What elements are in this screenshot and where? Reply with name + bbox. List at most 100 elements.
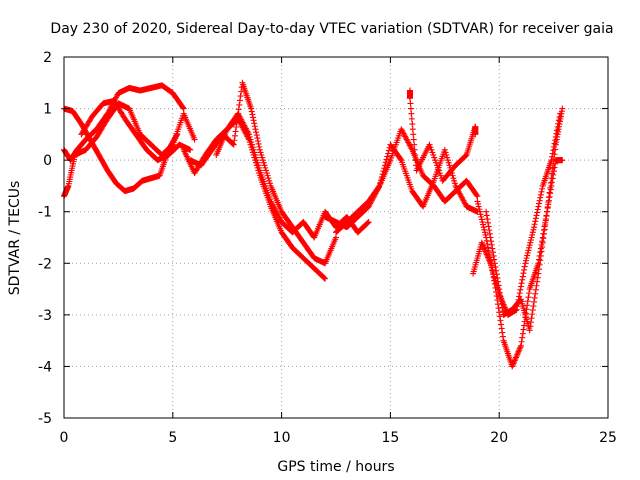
y-axis-label: SDTVAR / TECUs <box>7 181 23 296</box>
data-point <box>497 317 504 324</box>
data-point <box>499 333 506 340</box>
data-point <box>248 108 255 115</box>
data-point <box>473 192 480 199</box>
y-tick-label: -5 <box>38 411 52 427</box>
data-point <box>532 290 539 297</box>
data-point <box>384 153 391 160</box>
data-point <box>527 239 534 246</box>
data-point <box>492 284 499 291</box>
data-point <box>253 129 260 136</box>
data-point <box>258 151 265 158</box>
data-point <box>256 146 263 153</box>
data-point <box>489 249 496 256</box>
data-point <box>249 141 256 148</box>
data-point <box>431 154 438 161</box>
data-point <box>482 231 489 238</box>
data-point <box>544 205 551 212</box>
data-point <box>528 315 535 322</box>
data-point <box>547 186 554 193</box>
y-tick-label: 2 <box>43 50 52 66</box>
data-point <box>381 165 388 172</box>
data-point <box>441 146 448 153</box>
series-trace-l <box>474 105 566 370</box>
data-point <box>491 280 498 287</box>
x-tick-label: 10 <box>273 430 291 446</box>
data-point <box>532 286 539 293</box>
data-point <box>478 213 485 220</box>
data-point <box>236 97 243 104</box>
data-point <box>478 216 485 223</box>
data-point <box>494 278 501 285</box>
data-point <box>378 174 385 181</box>
data-point <box>443 151 450 158</box>
data-point <box>525 294 532 301</box>
data-point <box>248 105 255 112</box>
data-point <box>253 157 260 164</box>
data-point <box>488 241 495 248</box>
data-point <box>489 245 496 252</box>
data-point <box>517 286 524 293</box>
data-point <box>486 227 493 234</box>
data-point <box>498 297 505 304</box>
data-point <box>491 277 498 284</box>
data-point <box>526 290 533 297</box>
data-point <box>252 154 259 161</box>
data-point <box>407 105 414 112</box>
data-point <box>559 157 566 164</box>
data-point <box>365 219 372 226</box>
data-point <box>251 149 258 156</box>
data-point <box>490 252 497 259</box>
data-point <box>539 185 546 192</box>
data-point <box>531 298 538 305</box>
data-point <box>537 252 544 259</box>
data-point <box>378 177 385 184</box>
data-point <box>409 121 416 128</box>
data-point <box>486 230 493 237</box>
data-point <box>488 238 495 245</box>
data-point <box>545 197 552 204</box>
data-point <box>528 234 535 241</box>
data-point <box>534 209 541 216</box>
data-point <box>235 106 242 113</box>
data-point <box>498 321 505 328</box>
y-tick-labels: -5 -4 -3 -2 -1 0 1 2 <box>38 50 52 427</box>
data-point <box>490 274 497 281</box>
data-point <box>535 203 542 210</box>
data-point <box>180 105 187 112</box>
data-point <box>530 226 537 233</box>
series-trace-i <box>333 141 481 236</box>
data-point <box>385 150 392 157</box>
data-point <box>540 235 547 242</box>
data-point <box>531 294 538 301</box>
data-point <box>522 257 529 264</box>
data-point <box>266 177 273 184</box>
data-point <box>524 302 531 309</box>
data-point <box>519 276 526 283</box>
data-point <box>499 329 506 336</box>
data-point <box>537 249 544 256</box>
data-point <box>535 266 542 273</box>
data-point <box>444 154 451 161</box>
data-point <box>251 120 258 127</box>
data-point <box>247 136 254 143</box>
data-point <box>474 198 481 205</box>
data-point <box>266 180 273 187</box>
data-point <box>521 266 528 273</box>
series-trace-g <box>213 110 372 241</box>
data-point <box>537 257 544 264</box>
data-points <box>61 79 566 370</box>
data-point <box>411 146 418 153</box>
data-point <box>527 323 534 330</box>
data-point <box>450 175 457 182</box>
data-point <box>381 162 388 169</box>
data-point <box>377 179 384 186</box>
data-point <box>191 136 198 143</box>
data-point <box>412 157 419 164</box>
data-point <box>376 182 383 189</box>
data-point <box>409 126 416 133</box>
data-point <box>559 105 566 112</box>
data-point <box>483 208 490 215</box>
axis-ticks <box>63 56 609 419</box>
data-point <box>449 172 456 179</box>
data-point <box>524 252 531 259</box>
